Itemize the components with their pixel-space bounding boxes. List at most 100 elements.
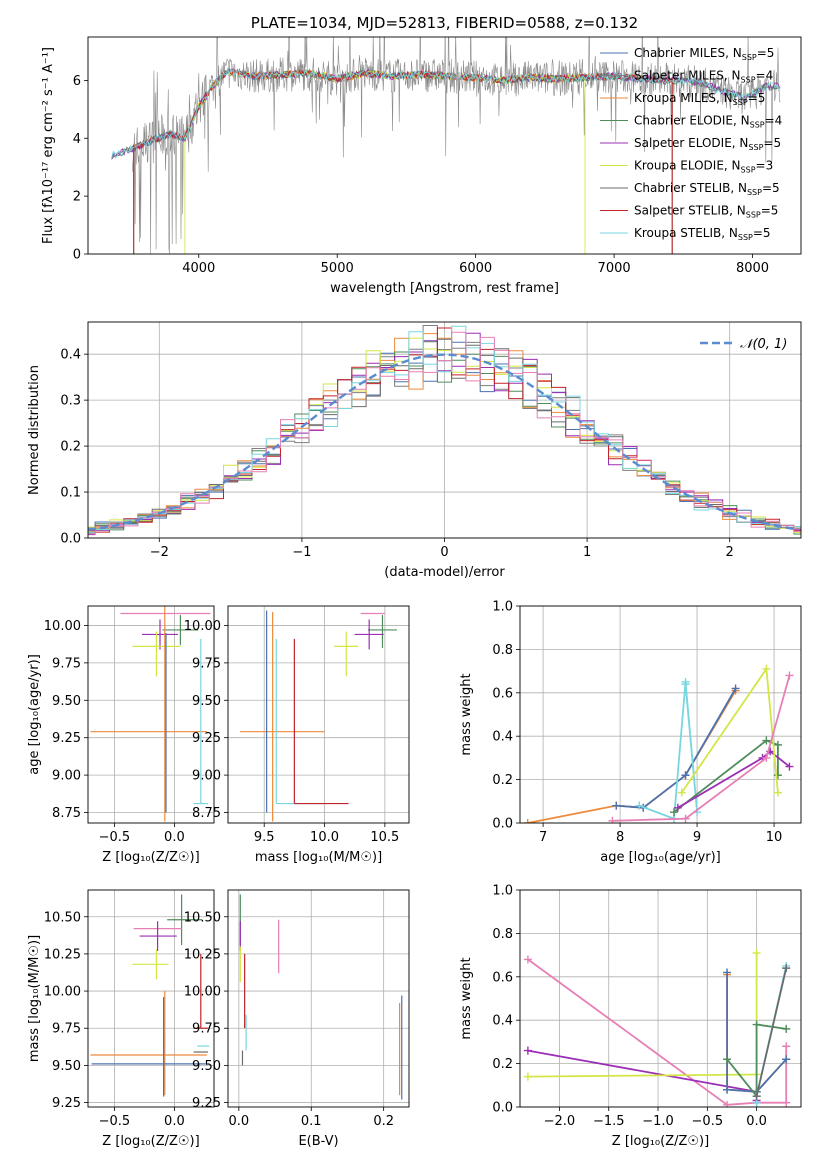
weight-marker [673, 803, 682, 812]
y-axis-label: mass [log₁₀(M/M☉)] [27, 935, 42, 1062]
y-tick-label: 1.0 [492, 884, 513, 899]
panel-mass-ebv: 0.0 0.1 0.2 9.25 9.50 9.75 10.00 10.25 10.50 E(B-… [184, 889, 410, 1149]
plot-area [239, 894, 403, 1100]
legend-subscript: SSP [738, 233, 753, 242]
weight-marker [762, 736, 771, 745]
weight-marker [681, 814, 690, 823]
weight-marker [773, 740, 782, 749]
model-line [133, 68, 673, 254]
weight-marker [523, 819, 532, 823]
y-axis-label: Normed distribution [27, 365, 42, 495]
plot-area [90, 606, 211, 822]
weight-line [527, 952, 758, 1078]
weight-line [726, 1023, 787, 1099]
axes-frame [87, 605, 215, 824]
legend-entry: Chabrier ELODIE, NSSP=4 [634, 114, 782, 130]
model-line [133, 67, 673, 254]
legend-label: Chabrier ELODIE, N [634, 114, 750, 128]
chart-title: PLATE=1034, MJD=52813, FIBERID=0588, z=0… [251, 14, 638, 32]
y-tick-label: 0.0 [60, 532, 81, 547]
weight-marker [731, 684, 740, 693]
y-tick-label: 9.75 [192, 1022, 221, 1037]
legend-count: =4 [756, 69, 774, 83]
y-tick-label: 8.75 [192, 806, 221, 821]
weight-marker [723, 1055, 732, 1064]
weight-marker [782, 1098, 791, 1107]
weight-line [527, 690, 737, 823]
y-tick-label: 0.4 [60, 348, 81, 363]
y-tick-label: 0.8 [492, 927, 513, 942]
legend-entry: Kroupa ELODIE, NSSP=3 [634, 159, 773, 175]
axes-frame [519, 889, 802, 1108]
legend-entry: Salpeter MILES, NSSP=4 [634, 69, 773, 85]
weight-marker [612, 801, 621, 810]
y-tick-label: 0.2 [492, 773, 513, 788]
x-tick-label: 0.1 [301, 1114, 322, 1129]
weight-marker [681, 771, 690, 780]
x-axis-label: Z [log₁₀(Z/Z☉)] [102, 850, 199, 865]
axes-frame [87, 321, 802, 539]
x-axis-label: (data-model)/error [384, 565, 505, 580]
weight-line [612, 675, 791, 822]
legend-count: =5 [762, 181, 780, 195]
legend-label: Chabrier STELIB, N [634, 181, 747, 195]
weight-marker [723, 1085, 732, 1094]
weight-marker [782, 1024, 791, 1033]
y-tick-label: 9.75 [192, 656, 221, 671]
axes-frame [87, 36, 802, 255]
y-tick-label: 9.00 [192, 769, 221, 784]
y-tick-label: 10.50 [184, 910, 221, 925]
plot-area [523, 948, 791, 1107]
panel-weight-age: 7 8 9 10 0.0 0.2 0.4 0.6 0.8 1.0 age [log₁₀(age/yr… [459, 600, 802, 865]
weight-line [680, 666, 779, 794]
weight-marker [782, 1055, 791, 1064]
legend-count: =5 [761, 204, 779, 218]
x-tick-label: 0.0 [164, 1114, 185, 1129]
y-tick-label: 10.25 [184, 947, 221, 962]
weight-marker [752, 948, 761, 957]
legend-count: =5 [757, 46, 775, 60]
legend-label: Kroupa STELIB, N [634, 226, 738, 240]
y-tick-label: 0.3 [60, 394, 81, 409]
weight-line [673, 739, 779, 813]
plot-area [240, 610, 397, 822]
y-tick-label: 1.0 [492, 600, 513, 615]
x-tick-label: −0.5 [99, 830, 131, 845]
x-axis-label: Z [log₁₀(Z/Z☉)] [102, 1134, 199, 1149]
axes-frame [227, 889, 410, 1108]
legend-label: Salpeter ELODIE, N [634, 136, 748, 150]
weight-marker [785, 671, 794, 680]
y-tick-label: 9.25 [192, 1096, 221, 1111]
x-tick-label: 10 [766, 830, 783, 845]
axes-frame [519, 605, 802, 824]
weight-line [638, 681, 698, 820]
model-line [184, 68, 586, 254]
y-tick-label: 9.50 [52, 1059, 81, 1074]
x-tick-label: −1 [292, 545, 311, 560]
weight-marker [681, 680, 690, 689]
weight-marker [523, 1046, 532, 1055]
weight-line [527, 958, 788, 1106]
legend-subscript: SSP [742, 53, 757, 62]
weight-marker [773, 788, 782, 797]
x-tick-label: 4000 [182, 261, 215, 276]
plot-area [90, 894, 210, 1097]
y-tick-label: 9.25 [192, 731, 221, 746]
weight-line [726, 972, 787, 1093]
x-tick-label: 10.5 [370, 830, 399, 845]
panel-mass-Z: −0.5 0.0 9.25 9.50 9.75 10.00 10.25 10.50 Z [log… [27, 889, 215, 1149]
x-axis-label: wavelength [Angstrom, rest frame] [330, 281, 559, 296]
y-tick-label: 0.4 [492, 730, 513, 745]
histogram-step [88, 331, 801, 535]
x-tick-label: 5000 [321, 261, 354, 276]
y-tick-label: 10.25 [44, 947, 81, 962]
weight-marker [752, 1092, 761, 1101]
y-tick-label: 9.50 [192, 694, 221, 709]
legend-count: =5 [763, 136, 781, 150]
y-tick-label: 9.75 [52, 1022, 81, 1037]
panel-residuals: −2 −1 0 1 2 0.0 0.1 0.2 0.3 0.4 (data-model)/error… [27, 321, 802, 580]
x-tick-label: 9.5 [254, 830, 275, 845]
weight-marker [677, 788, 686, 797]
legend-subscript: SSP [747, 188, 762, 197]
